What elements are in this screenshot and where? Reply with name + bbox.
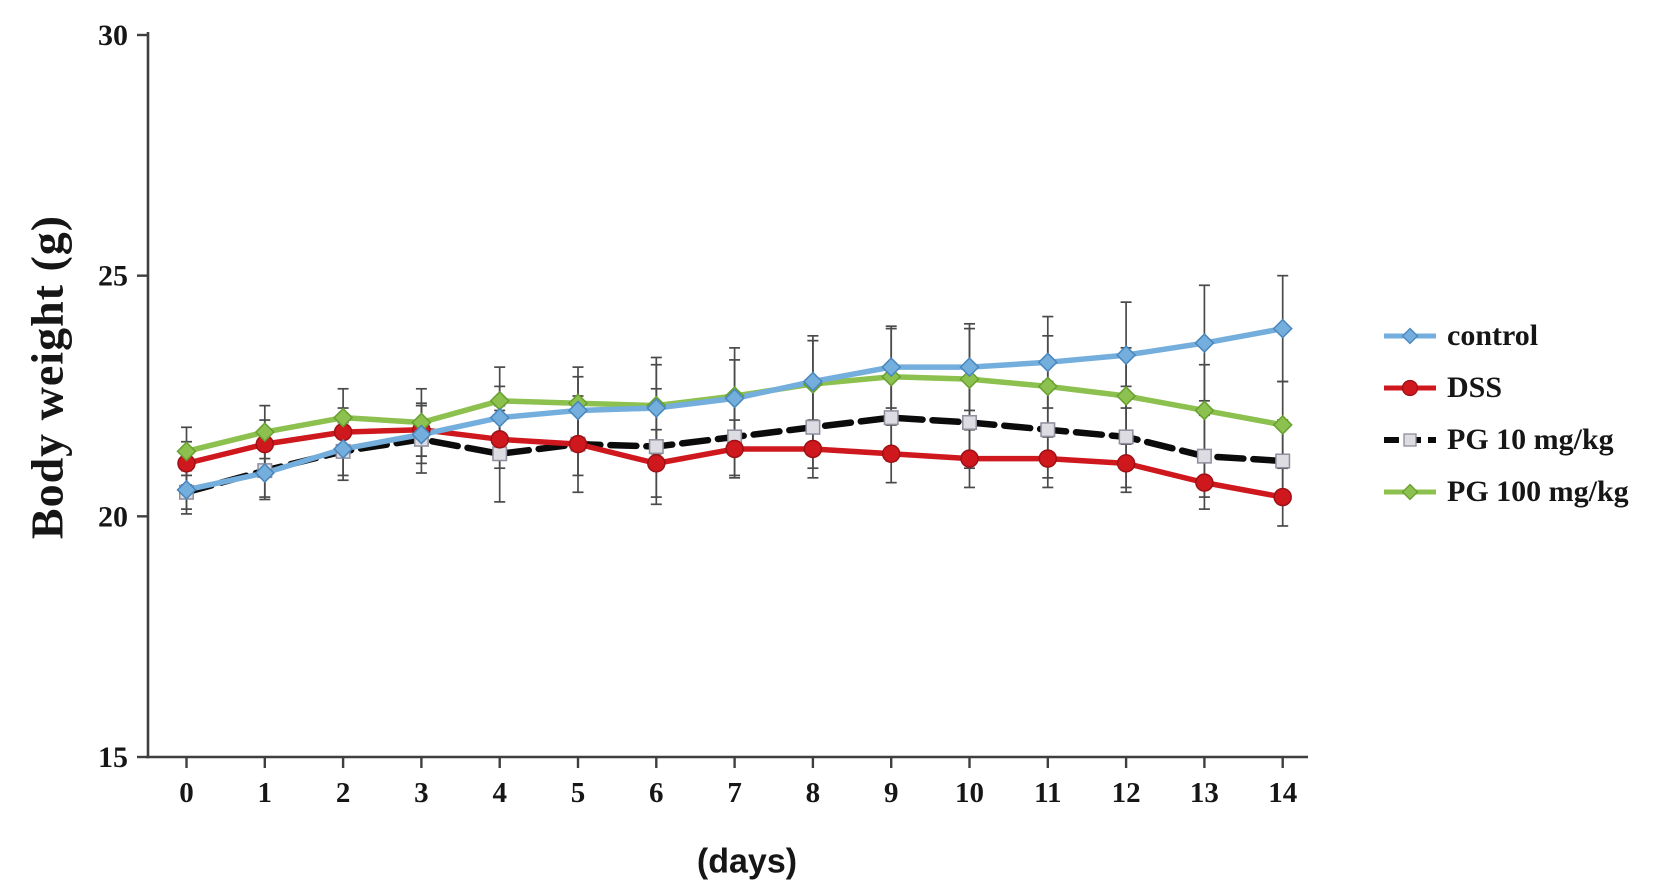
x-tick-label: 8 xyxy=(806,777,821,809)
legend-label: PG 10 mg/kg xyxy=(1447,422,1614,456)
data-point-marker xyxy=(1272,318,1293,339)
data-point-marker xyxy=(1040,422,1056,438)
data-point-marker xyxy=(646,397,667,419)
legend: control DSS PG 10 mg/kg PG 100 mg/kg xyxy=(1383,318,1629,508)
legend-item-pg100: PG 100 mg/kg xyxy=(1383,474,1629,508)
data-point-marker xyxy=(802,371,823,392)
legend-item-dss: DSS xyxy=(1383,370,1629,404)
data-point-marker xyxy=(1118,429,1134,445)
data-point-marker xyxy=(1194,332,1215,354)
data-point-marker xyxy=(568,434,588,454)
x-tick-label: 1 xyxy=(258,777,273,809)
data-point-marker xyxy=(1195,473,1214,492)
x-tick-label: 10 xyxy=(955,777,984,809)
y-tick-label: 20 xyxy=(98,500,128,533)
legend-label: PG 100 mg/kg xyxy=(1447,474,1629,508)
x-tick-label: 9 xyxy=(884,777,899,809)
data-point-marker xyxy=(960,449,979,468)
x-tick-label: 11 xyxy=(1034,777,1061,809)
data-point-marker xyxy=(725,439,744,459)
x-tick-label: 4 xyxy=(492,777,507,809)
data-point-marker xyxy=(1116,345,1137,366)
x-tick-label: 5 xyxy=(571,777,586,809)
data-point-marker xyxy=(1116,385,1137,407)
data-point-marker xyxy=(489,390,510,411)
data-point-marker xyxy=(567,400,589,421)
data-point-marker xyxy=(881,357,902,378)
data-point-marker xyxy=(724,388,745,409)
legend-label: control xyxy=(1447,318,1539,352)
data-point-marker xyxy=(1275,453,1291,469)
data-point-marker xyxy=(959,357,980,378)
data-point-marker xyxy=(411,424,432,445)
data-point-marker xyxy=(254,422,275,443)
y-tick-label: 15 xyxy=(98,741,128,774)
data-point-marker xyxy=(805,419,821,435)
data-point-marker xyxy=(1196,448,1212,464)
data-point-marker xyxy=(803,439,823,459)
data-point-marker xyxy=(1272,414,1293,435)
x-tick-label: 0 xyxy=(179,777,194,809)
data-point-marker xyxy=(254,462,275,484)
data-point-marker xyxy=(176,441,197,462)
data-point-marker xyxy=(489,407,510,428)
data-point-marker xyxy=(333,407,354,428)
data-point-marker xyxy=(959,369,980,390)
data-point-marker xyxy=(1273,487,1292,507)
pg100-line-marker-icon xyxy=(1384,483,1436,500)
data-point-marker xyxy=(962,414,977,430)
data-point-marker xyxy=(492,446,508,462)
data-point-marker xyxy=(490,430,509,449)
legend-label: DSS xyxy=(1447,370,1503,404)
data-point-marker xyxy=(333,438,354,460)
data-point-marker xyxy=(1116,454,1136,473)
data-point-marker xyxy=(176,479,197,500)
data-point-marker xyxy=(883,410,899,426)
legend-item-control: control xyxy=(1383,318,1629,352)
x-tick-label: 6 xyxy=(649,777,664,809)
data-point-marker xyxy=(1194,400,1215,421)
x-tick-label: 14 xyxy=(1268,777,1297,809)
control-line-marker-icon xyxy=(1384,327,1436,344)
x-tick-label: 7 xyxy=(727,777,742,809)
data-point-marker xyxy=(1037,352,1058,373)
x-tick-label: 13 xyxy=(1190,777,1219,809)
pg10-line-marker-icon xyxy=(1384,432,1436,447)
x-axis-title: (days) xyxy=(696,842,798,881)
data-point-marker xyxy=(881,444,901,464)
y-tick-label: 30 xyxy=(98,19,128,52)
data-point-marker xyxy=(1037,376,1058,397)
legend-item-pg10: PG 10 mg/kg xyxy=(1383,422,1629,456)
y-axis-title: Body weight (g) xyxy=(21,214,73,540)
x-tick-label: 12 xyxy=(1112,777,1141,809)
y-tick-label: 25 xyxy=(98,260,128,293)
data-point-marker xyxy=(1038,449,1058,468)
dss-line-marker-icon xyxy=(1384,379,1436,396)
data-point-marker xyxy=(647,454,666,473)
x-tick-label: 2 xyxy=(336,777,351,809)
data-point-marker xyxy=(648,439,664,455)
x-tick-label: 3 xyxy=(414,777,429,809)
